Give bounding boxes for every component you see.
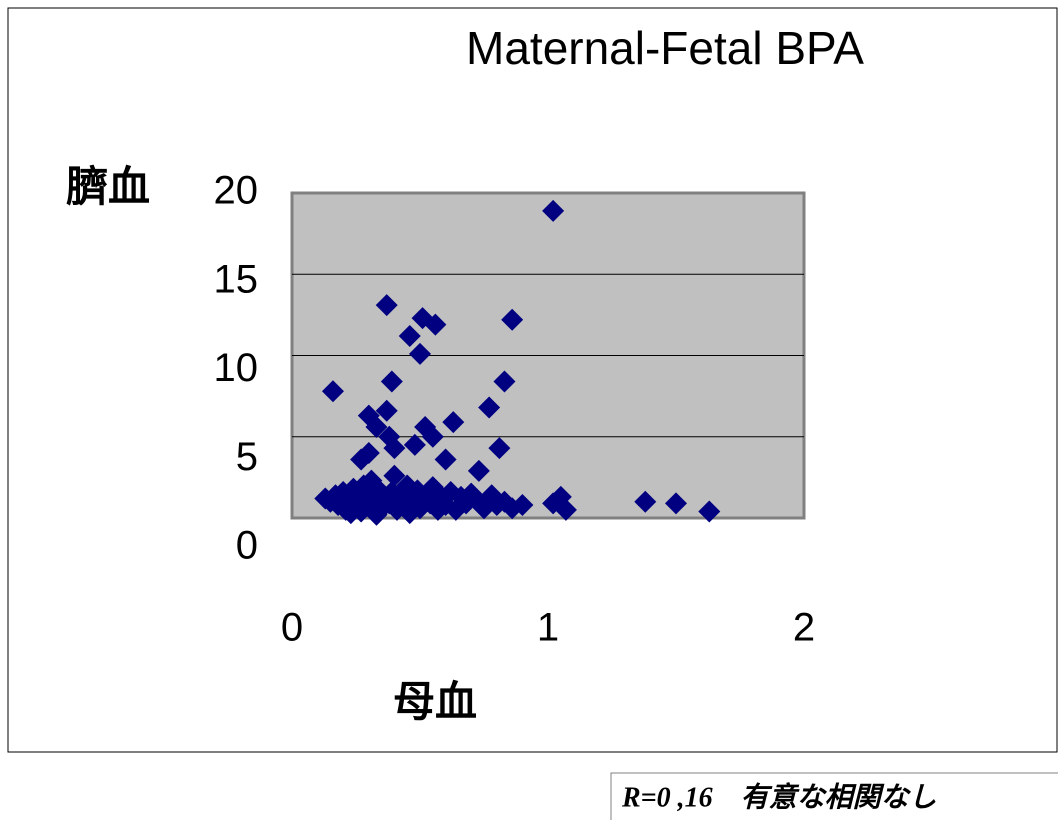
scatter-point bbox=[424, 313, 447, 336]
scatter-point bbox=[383, 464, 406, 487]
scatter-point bbox=[698, 500, 721, 523]
annotation: R=0 ,16 有意な相関なし bbox=[621, 781, 937, 813]
scatter-point bbox=[398, 325, 421, 347]
scatter-point bbox=[442, 411, 465, 434]
scatter-point bbox=[383, 437, 406, 460]
scatter-point bbox=[409, 342, 431, 365]
scatter-point bbox=[488, 437, 511, 460]
y-tick-label: 5 bbox=[236, 435, 258, 479]
scatter-point bbox=[478, 396, 501, 419]
scatter-point bbox=[665, 492, 687, 515]
scatter-point bbox=[511, 494, 534, 516]
annotation-box bbox=[610, 772, 1058, 820]
y-tick-label: 10 bbox=[214, 346, 259, 390]
y-tick-label: 0 bbox=[236, 524, 258, 568]
scatter-point bbox=[421, 425, 444, 448]
scatter-point bbox=[467, 459, 490, 482]
x-tick-label: 1 bbox=[537, 606, 559, 650]
y-tick-label: 20 bbox=[214, 169, 259, 213]
scatter-point bbox=[365, 416, 388, 438]
scatter-point bbox=[542, 199, 565, 222]
y-axis-label: 臍血 bbox=[66, 163, 150, 210]
scatter-point bbox=[375, 399, 398, 422]
scatter-point bbox=[375, 294, 398, 317]
scatter-point bbox=[434, 448, 457, 471]
scatter-point bbox=[542, 492, 565, 515]
scatter-point bbox=[493, 370, 516, 393]
chart-title: Maternal-Fetal BPA bbox=[466, 22, 864, 74]
scatter-point bbox=[501, 308, 524, 331]
scatter-point bbox=[380, 370, 403, 393]
x-axis-label: 母血 bbox=[393, 678, 477, 725]
x-tick-label: 2 bbox=[793, 606, 815, 650]
scatter-point bbox=[357, 442, 380, 464]
scatter-point bbox=[321, 380, 344, 403]
x-tick-label: 0 bbox=[281, 606, 303, 650]
scatter-point bbox=[634, 490, 657, 513]
scatter-point bbox=[403, 433, 426, 456]
y-tick-label: 15 bbox=[214, 257, 259, 301]
